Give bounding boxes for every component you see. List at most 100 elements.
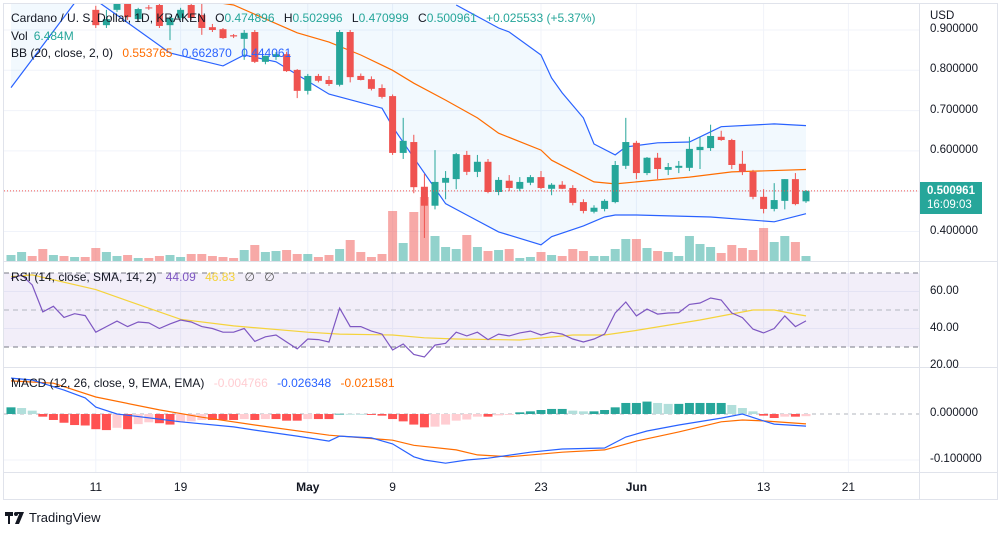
candle[interactable]: [685, 136, 693, 172]
candle[interactable]: [569, 185, 577, 206]
candle[interactable]: [696, 136, 704, 170]
candle-body: [516, 181, 524, 189]
candle[interactable]: [791, 173, 799, 206]
candle[interactable]: [558, 181, 566, 190]
volume-bar: [472, 247, 482, 261]
candle[interactable]: [293, 69, 301, 99]
candle[interactable]: [707, 124, 715, 151]
candle-body: [261, 55, 269, 62]
candle[interactable]: [770, 183, 778, 212]
symbol-legend[interactable]: Cardano / U. S. Dollar, 1D, KRAKEN O0.47…: [11, 11, 596, 25]
rsi-pane[interactable]: [4, 272, 919, 358]
candle[interactable]: [516, 177, 524, 192]
candle[interactable]: [208, 23, 216, 33]
candle[interactable]: [145, 5, 153, 10]
volume-bar: [335, 249, 345, 261]
candle[interactable]: [526, 175, 534, 186]
candle[interactable]: [431, 150, 439, 210]
candle[interactable]: [675, 160, 683, 174]
volume-legend[interactable]: Vol 6.484M: [11, 29, 74, 43]
candle[interactable]: [463, 150, 471, 176]
candle[interactable]: [717, 130, 725, 141]
tradingview-brand[interactable]: TradingView: [5, 510, 101, 525]
candle[interactable]: [367, 76, 375, 91]
candle[interactable]: [601, 199, 609, 212]
volume-bar: [780, 236, 790, 261]
price-pane[interactable]: [4, 0, 919, 261]
macd-legend[interactable]: MACD (12, 26, close, 9, EMA, EMA) -0.004…: [11, 376, 395, 390]
candle[interactable]: [505, 175, 513, 192]
candle[interactable]: [611, 160, 619, 204]
candle[interactable]: [548, 183, 556, 196]
candle[interactable]: [643, 156, 651, 176]
candle[interactable]: [590, 205, 598, 214]
candle-body: [505, 180, 513, 188]
candle[interactable]: [261, 55, 269, 65]
candle[interactable]: [473, 154, 481, 178]
candle[interactable]: [495, 177, 503, 196]
candle[interactable]: [632, 140, 640, 180]
candle[interactable]: [399, 117, 407, 159]
candle[interactable]: [728, 138, 736, 170]
candle[interactable]: [92, 5, 100, 28]
candle[interactable]: [346, 30, 354, 83]
candle[interactable]: [420, 173, 428, 238]
candle[interactable]: [452, 152, 460, 190]
candle[interactable]: [738, 150, 746, 176]
candle[interactable]: [155, 3, 163, 28]
volume-bar: [589, 256, 599, 261]
candle[interactable]: [134, 7, 142, 22]
symbol-title[interactable]: Cardano / U. S. Dollar, 1D, KRAKEN: [11, 11, 206, 25]
macd-histogram-bar: [494, 414, 504, 416]
rsi-legend[interactable]: RSI (14, close, SMA, 14, 2) 44.09 46.83 …: [11, 270, 275, 284]
candle[interactable]: [124, 2, 132, 20]
bb-legend[interactable]: BB (20, close, 2, 0) 0.553765 0.662870 0…: [11, 46, 291, 60]
candle[interactable]: [389, 94, 397, 155]
candle[interactable]: [336, 30, 344, 87]
macd-histogram-bar: [345, 413, 355, 415]
candle[interactable]: [654, 152, 662, 180]
macd-histogram-bar: [91, 414, 101, 430]
candle[interactable]: [314, 73, 322, 83]
candle[interactable]: [283, 51, 291, 72]
candle[interactable]: [230, 34, 238, 39]
macd-histogram-bar: [282, 414, 292, 421]
candle[interactable]: [442, 171, 450, 200]
candle-body: [601, 200, 609, 209]
time-tick-label: 9: [389, 480, 396, 494]
candle[interactable]: [749, 169, 757, 200]
candle[interactable]: [166, 15, 174, 41]
candle[interactable]: [240, 30, 248, 60]
candle[interactable]: [177, 7, 185, 20]
rsi-sma-line: [10, 274, 807, 341]
candle[interactable]: [219, 27, 227, 39]
candle[interactable]: [304, 73, 312, 95]
candle-body: [283, 54, 291, 72]
candle[interactable]: [410, 134, 418, 194]
candle[interactable]: [251, 30, 259, 64]
volume-bar: [430, 236, 440, 261]
candle[interactable]: [781, 179, 789, 210]
bb-basis-value: 0.553765: [122, 46, 173, 60]
volume-bar: [716, 253, 726, 261]
candle[interactable]: [102, 9, 110, 28]
candle-body: [325, 79, 333, 85]
candle[interactable]: [760, 189, 768, 214]
candle[interactable]: [325, 75, 333, 87]
candle[interactable]: [378, 84, 386, 99]
candle[interactable]: [484, 158, 492, 194]
volume-bar: [621, 239, 631, 261]
candle[interactable]: [113, 0, 121, 12]
candle[interactable]: [187, 3, 195, 20]
macd-pane[interactable]: [4, 377, 919, 464]
candle[interactable]: [664, 162, 672, 176]
volume-bar: [48, 255, 58, 261]
candle[interactable]: [802, 189, 810, 203]
candle[interactable]: [198, 4, 206, 35]
candle[interactable]: [579, 199, 587, 214]
candle[interactable]: [272, 52, 280, 60]
candle[interactable]: [622, 117, 630, 170]
candle[interactable]: [537, 171, 545, 190]
candle[interactable]: [357, 73, 365, 81]
